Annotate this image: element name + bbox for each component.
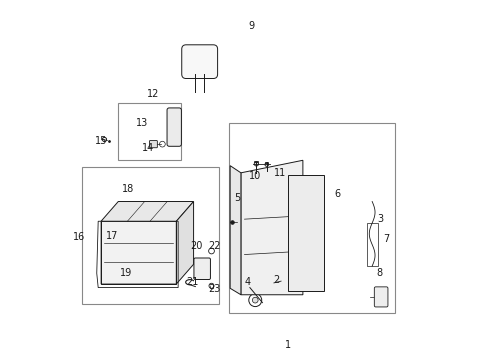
Text: 22: 22 (207, 241, 220, 251)
FancyBboxPatch shape (194, 258, 210, 279)
Text: 13: 13 (136, 118, 148, 128)
Polygon shape (101, 221, 176, 284)
FancyBboxPatch shape (182, 45, 217, 78)
Polygon shape (230, 166, 241, 295)
Text: 7: 7 (382, 234, 388, 244)
Circle shape (254, 162, 258, 166)
Text: 12: 12 (146, 89, 159, 99)
Text: 21: 21 (186, 277, 198, 287)
Circle shape (252, 297, 258, 303)
FancyBboxPatch shape (373, 287, 387, 307)
Circle shape (208, 283, 214, 288)
Text: 16: 16 (73, 232, 85, 242)
Polygon shape (101, 202, 193, 221)
Text: 23: 23 (207, 284, 220, 294)
Bar (366, 223, 377, 266)
Bar (287, 175, 324, 291)
Circle shape (172, 135, 176, 140)
Text: 1: 1 (284, 340, 290, 350)
Circle shape (208, 248, 214, 254)
Text: 6: 6 (334, 189, 340, 199)
Polygon shape (241, 160, 302, 295)
Bar (228, 123, 395, 313)
Circle shape (264, 163, 268, 166)
Circle shape (294, 225, 300, 230)
Polygon shape (176, 202, 193, 284)
Text: 9: 9 (248, 21, 254, 31)
Circle shape (159, 141, 165, 147)
Circle shape (266, 279, 273, 287)
Text: 19: 19 (120, 268, 132, 278)
Text: 11: 11 (274, 168, 286, 178)
Text: 17: 17 (105, 231, 118, 240)
FancyBboxPatch shape (149, 140, 157, 148)
Text: 3: 3 (377, 215, 383, 224)
Text: 8: 8 (375, 268, 381, 278)
Circle shape (294, 261, 300, 267)
Text: 18: 18 (122, 184, 134, 194)
Text: 2: 2 (273, 275, 279, 285)
Bar (118, 103, 181, 160)
Text: 5: 5 (234, 193, 240, 203)
FancyBboxPatch shape (167, 108, 181, 146)
Text: 14: 14 (141, 143, 154, 153)
Circle shape (294, 197, 300, 203)
Text: 4: 4 (244, 277, 251, 287)
Bar (82, 167, 218, 304)
Circle shape (248, 294, 261, 307)
Text: 15: 15 (95, 136, 107, 145)
Text: 20: 20 (189, 241, 202, 251)
Text: 10: 10 (248, 171, 261, 181)
